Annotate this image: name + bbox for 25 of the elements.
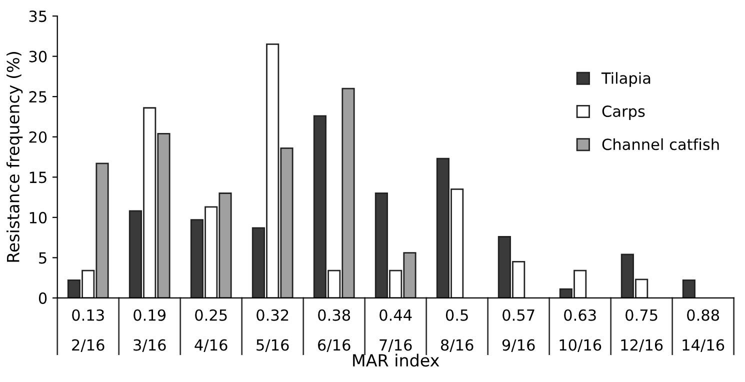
x-tick-label: 0.75 12/16 [621,309,663,352]
bar [682,280,696,298]
y-axis-title: Resistance frequency (%) [6,52,23,262]
y-tick-label: 25 [29,91,46,103]
x-tick-label: 0.5 8/16 [440,309,474,352]
legend-label: Carps [602,105,645,120]
x-tick-label: 0.32 5/16 [256,309,289,352]
x-tick-label: 0.63 10/16 [560,309,602,352]
x-tick-label: 0.38 6/16 [318,309,350,352]
legend-label: Channel catfish [602,138,719,150]
y-tick-label: 5 [39,252,46,264]
y-tick-label: 0 [38,292,47,304]
y-tick-label: 15 [30,172,46,184]
x-axis-title: MAR index [353,354,440,367]
y-tick-label: 35 [29,10,46,22]
x-tick-label: 0.44 7/16 [380,309,412,352]
x-tick-label: 0.25 4/16 [194,309,228,352]
y-tick-label: 30 [29,50,47,62]
x-tick-label: 0.19 3/16 [134,309,166,352]
x-tick-label: 0.13 2/16 [72,309,104,352]
legend-label: Tilapia [601,72,650,87]
y-tick-label: 10 [30,212,47,224]
y-tick-label: 20 [29,131,47,143]
x-tick-label: 0.57 9/16 [502,309,535,352]
x-tick-label: 0.88 14/16 [682,309,724,352]
